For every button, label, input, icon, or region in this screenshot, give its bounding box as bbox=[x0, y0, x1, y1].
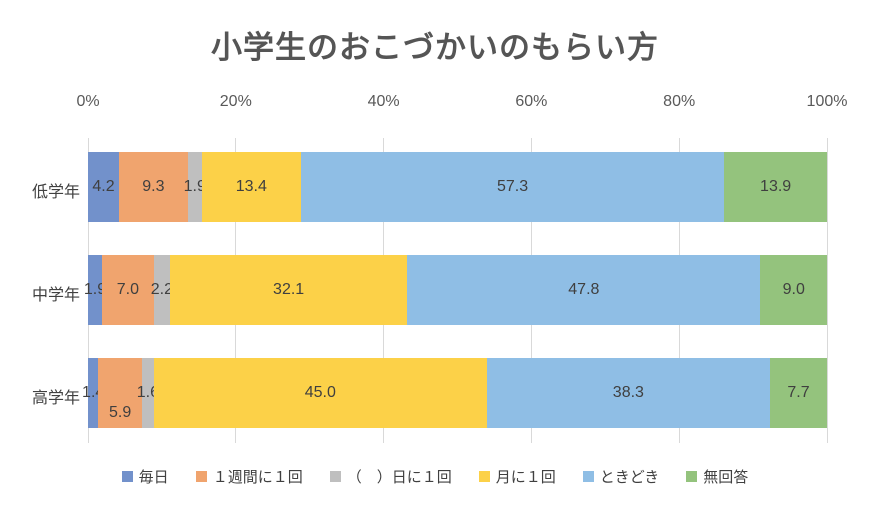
bar-segment: 45.0 bbox=[153, 358, 487, 428]
legend-swatch bbox=[478, 471, 490, 482]
data-label: 1.9 bbox=[83, 281, 107, 298]
bar-row: 1.4 5.9 1.6 45.0 38.3 7.7 bbox=[82, 358, 827, 428]
axis-tick-label: 0% bbox=[76, 93, 100, 110]
bar-segment: 2.2 bbox=[150, 255, 174, 325]
legend-item: 月に１回 bbox=[478, 466, 556, 487]
data-label: 47.8 bbox=[568, 281, 600, 298]
bar-segment: 47.8 bbox=[407, 255, 761, 325]
bar-segment: 9.0 bbox=[760, 255, 827, 325]
data-label: 32.1 bbox=[273, 281, 305, 298]
legend-label: 月に１回 bbox=[495, 469, 556, 486]
data-label: 13.4 bbox=[235, 178, 267, 195]
bar-segment: 1.4 bbox=[82, 358, 104, 428]
data-label: 45.0 bbox=[304, 384, 336, 401]
row-label: 高学年 bbox=[31, 390, 80, 407]
legend-swatch bbox=[195, 471, 207, 482]
bar-segment: 5.9 bbox=[98, 358, 142, 428]
data-label: 13.9 bbox=[760, 178, 792, 195]
data-label: 57.3 bbox=[496, 178, 529, 195]
bar-segment: 1.9 bbox=[84, 255, 106, 325]
row-label: 中学年 bbox=[31, 287, 80, 304]
legend-item: ときどき bbox=[582, 466, 660, 487]
axis-tick-label: 20% bbox=[219, 93, 252, 110]
bar-segment: 13.9 bbox=[724, 152, 827, 222]
legend-swatch bbox=[582, 471, 594, 482]
axis-tick-label: 60% bbox=[515, 93, 548, 110]
legend-swatch bbox=[329, 471, 341, 482]
data-label: 9.0 bbox=[782, 281, 805, 298]
bar-segment: 4.2 bbox=[88, 152, 120, 222]
axis-tick-label: 80% bbox=[663, 93, 696, 110]
data-label: 5.9 bbox=[109, 404, 132, 421]
bar-segment: 7.0 bbox=[102, 255, 154, 325]
axis-tick-label: 100% bbox=[806, 93, 848, 110]
legend-swatch bbox=[686, 471, 698, 482]
data-label: 7.0 bbox=[116, 281, 140, 298]
legend-item: （ ）日に１回 bbox=[329, 466, 452, 487]
data-label: 4.2 bbox=[92, 178, 115, 195]
bar-segment: 57.3 bbox=[300, 152, 725, 222]
legend: 毎日 １週間に１回 （ ）日に１回 月に１回 ときどき 無回答 bbox=[0, 466, 870, 487]
legend-swatch bbox=[121, 471, 133, 482]
legend-label: 毎日 bbox=[138, 469, 169, 486]
legend-item: １週間に１回 bbox=[195, 466, 303, 487]
data-label: 1.9 bbox=[183, 178, 206, 195]
row-label: 低学年 bbox=[31, 184, 80, 201]
bar-segment: 7.7 bbox=[770, 358, 827, 428]
bar-segment: 9.3 bbox=[119, 152, 188, 222]
legend-label: １週間に１回 bbox=[212, 469, 303, 486]
bar-row: 1.9 7.0 2.2 32.1 47.8 9.0 bbox=[84, 255, 827, 325]
legend-item: 無回答 bbox=[686, 466, 748, 487]
gridline bbox=[826, 138, 828, 443]
legend-label: 無回答 bbox=[703, 469, 749, 486]
data-label: 2.2 bbox=[150, 281, 174, 298]
legend-item: 毎日 bbox=[121, 466, 169, 487]
axis-tick-label: 40% bbox=[367, 93, 400, 110]
bar-row: 4.2 9.3 1.9 13.4 57.3 13.9 bbox=[88, 152, 827, 222]
legend-label: （ ）日に１回 bbox=[346, 469, 452, 486]
legend-label: ときどき bbox=[599, 469, 660, 486]
bar-segment: 38.3 bbox=[486, 358, 771, 428]
bar-segment: 1.9 bbox=[184, 152, 206, 222]
bar-segment: 32.1 bbox=[170, 255, 408, 325]
data-label: 38.3 bbox=[612, 384, 644, 401]
bar-segment: 13.4 bbox=[201, 152, 301, 222]
data-label: 1.6 bbox=[136, 384, 160, 401]
bar-segment: 1.6 bbox=[137, 358, 159, 428]
data-label: 9.3 bbox=[142, 178, 165, 195]
chart-title: 小学生のおこづかいのもらい方 bbox=[211, 30, 659, 65]
data-label: 7.7 bbox=[787, 384, 810, 401]
